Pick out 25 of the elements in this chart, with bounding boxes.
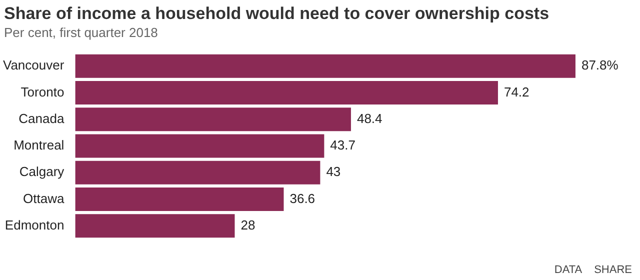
bar: [75, 134, 324, 158]
bar: [75, 188, 284, 211]
data-label: 87.8%: [581, 58, 619, 73]
bar: [75, 81, 498, 104]
y-tick-label: Ottawa: [23, 190, 65, 206]
chart-title: Share of income a household would need to cover ownership costs: [3, 3, 550, 24]
data-label: 28: [240, 217, 256, 232]
y-tick-label: Canada: [18, 110, 65, 126]
y-tick-label: Calgary: [19, 164, 65, 180]
bar: [75, 214, 235, 238]
bar: [75, 54, 576, 78]
bar: [75, 108, 351, 132]
y-tick-label: Toronto: [20, 84, 64, 100]
chart-subtitle: Per cent, first quarter 2018: [3, 24, 159, 40]
y-tick-label: Edmonton: [4, 217, 64, 232]
data-label: 74.2: [504, 84, 530, 100]
text: SHARE: [594, 264, 632, 276]
y-tick-label: Vancouver: [3, 58, 65, 73]
data-label: 43: [326, 164, 341, 180]
y-tick-label: Montreal: [14, 138, 64, 153]
data-label: 43.7: [330, 138, 356, 153]
text: DATA: [554, 264, 582, 276]
bar: [75, 160, 320, 184]
data-label: 36.6: [290, 190, 316, 206]
data-label: 48.4: [356, 110, 382, 126]
